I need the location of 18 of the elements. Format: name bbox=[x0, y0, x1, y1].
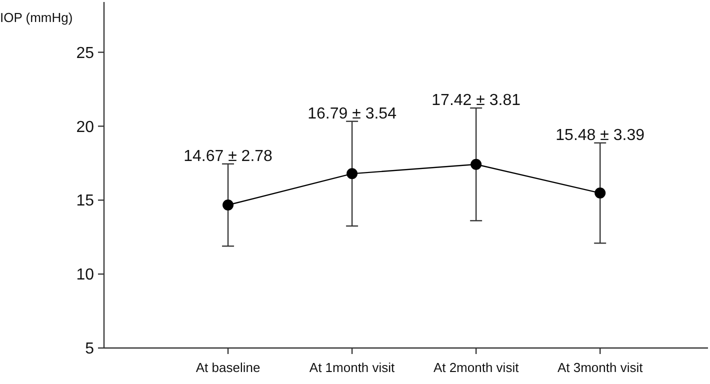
y-tick-label: 20 bbox=[76, 118, 94, 136]
y-tick-label: 5 bbox=[85, 340, 94, 358]
x-tick-label: At baseline bbox=[196, 360, 260, 375]
point bbox=[470, 158, 482, 170]
y-tick-label: 10 bbox=[76, 266, 94, 284]
point bbox=[594, 188, 606, 199]
data-label: 15.48 ± 3.39 bbox=[556, 126, 645, 144]
point bbox=[346, 168, 358, 180]
x-tick-label: At 3month visit bbox=[557, 360, 644, 375]
y-axis-title: IOP (mmHg) bbox=[0, 10, 73, 25]
y-tick-label: 15 bbox=[76, 192, 94, 210]
x-tick-label: At 2month visit bbox=[433, 360, 520, 375]
point bbox=[222, 200, 234, 211]
data-label: 17.42 ± 3.81 bbox=[432, 92, 521, 110]
data-label: 14.67 ± 2.78 bbox=[184, 148, 273, 165]
x-tick-label: At 1month visit bbox=[309, 360, 396, 375]
y-tick-label: 25 bbox=[76, 44, 94, 62]
data-label: 16.79 ± 3.54 bbox=[308, 105, 397, 122]
